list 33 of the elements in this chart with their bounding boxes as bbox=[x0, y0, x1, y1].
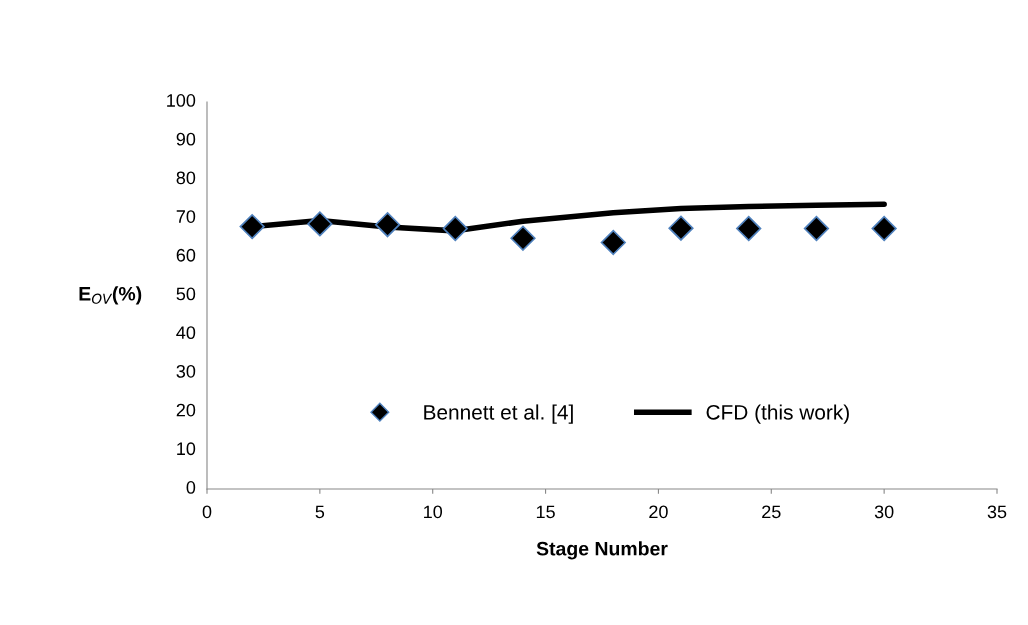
x-axis-title: Stage Number bbox=[536, 541, 668, 560]
legend-label: CFD (this work) bbox=[706, 404, 849, 424]
point bbox=[239, 213, 265, 240]
y-tick-label: 50 bbox=[176, 287, 196, 301]
y-tick-label: 10 bbox=[177, 442, 196, 456]
legend-label: Bennett et al. [4] bbox=[424, 404, 573, 424]
y-tick-label: 80 bbox=[176, 171, 196, 185]
y-tick-label: 100 bbox=[167, 94, 196, 107]
x-tick-label: 25 bbox=[762, 505, 781, 519]
y-tick-label: 40 bbox=[176, 326, 196, 340]
point bbox=[510, 225, 536, 251]
y-tick-label: 20 bbox=[176, 403, 196, 417]
x-tick-label: 20 bbox=[649, 505, 668, 519]
point bbox=[442, 215, 468, 242]
x-tick-label: 30 bbox=[874, 505, 894, 519]
point bbox=[803, 215, 830, 242]
point bbox=[736, 215, 762, 242]
y-axis-title: E$_{OV}$(%) bbox=[79, 286, 142, 305]
x-tick-label: 35 bbox=[987, 505, 1007, 519]
y-tick-label: 60 bbox=[176, 248, 196, 262]
y-tick-label: 30 bbox=[176, 364, 196, 378]
x-tick-label: 15 bbox=[536, 505, 555, 519]
y-tick-label: 0 bbox=[186, 481, 196, 494]
y-tick-label: 70 bbox=[176, 210, 196, 223]
x-tick-label: 0 bbox=[202, 505, 212, 519]
x-tick-label: 10 bbox=[424, 505, 443, 519]
point bbox=[307, 211, 333, 237]
point bbox=[600, 229, 626, 256]
point bbox=[668, 215, 694, 241]
y-tick-label: 90 bbox=[176, 132, 196, 146]
x-tick-label: 5 bbox=[315, 505, 325, 519]
point bbox=[871, 215, 897, 242]
point bbox=[374, 212, 401, 238]
